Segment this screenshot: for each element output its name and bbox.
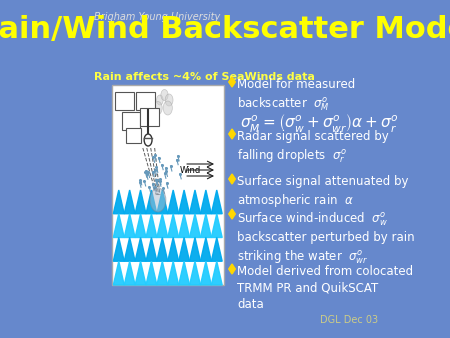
Polygon shape [189,214,200,238]
Text: Rain affects ~4% of SeaWinds data: Rain affects ~4% of SeaWinds data [94,72,315,82]
Polygon shape [113,190,124,214]
Polygon shape [229,129,235,139]
Text: Model derived from colocated
TRMM PR and QuikSCAT
data: Model derived from colocated TRMM PR and… [237,265,414,311]
Circle shape [165,94,173,106]
Polygon shape [212,214,222,238]
Polygon shape [157,190,168,214]
Polygon shape [179,190,189,214]
Circle shape [161,90,168,100]
Polygon shape [189,238,200,261]
Polygon shape [229,174,235,184]
Polygon shape [124,190,135,214]
Text: Radar signal scattered by
falling droplets  $\sigma_r^o$: Radar signal scattered by falling drople… [237,130,389,165]
Polygon shape [135,214,146,238]
Polygon shape [179,238,189,261]
Polygon shape [168,190,179,214]
Polygon shape [168,261,179,285]
Bar [112,85,224,285]
Circle shape [150,188,166,212]
Polygon shape [200,238,212,261]
Polygon shape [124,214,135,238]
Text: Surface wind-induced  $\sigma_w^o$
backscatter perturbed by rain
striking the wa: Surface wind-induced $\sigma_w^o$ backsc… [237,210,415,266]
Text: Wind: Wind [180,166,201,175]
Polygon shape [229,77,235,87]
Polygon shape [168,238,179,261]
Polygon shape [146,261,157,285]
Polygon shape [157,214,168,238]
Text: $\sigma_M^o = \left(\sigma_w^o + \sigma_{wr}^o\right)\alpha + \sigma_r^o$: $\sigma_M^o = \left(\sigma_w^o + \sigma_… [240,112,399,134]
Text: Surface signal attenuated by
atmospheric rain  $\alpha$: Surface signal attenuated by atmospheric… [237,175,409,209]
Bar [122,112,140,130]
Circle shape [144,134,152,146]
Polygon shape [146,214,157,238]
Polygon shape [157,261,168,285]
Polygon shape [135,261,146,285]
Polygon shape [229,209,235,219]
Polygon shape [212,261,222,285]
Bar [126,128,141,143]
Circle shape [153,101,162,115]
Polygon shape [135,190,146,214]
Polygon shape [200,261,212,285]
Polygon shape [124,238,135,261]
Bar [140,108,158,126]
Polygon shape [200,214,212,238]
Text: Rain/Wind Backscatter Model: Rain/Wind Backscatter Model [0,15,450,44]
Circle shape [163,101,172,115]
Polygon shape [189,190,200,214]
Polygon shape [168,214,179,238]
Polygon shape [212,238,222,261]
Polygon shape [113,261,124,285]
Bar [136,92,155,110]
Text: DGL Dec 03: DGL Dec 03 [320,315,378,325]
Text: Model for measured
backscatter  $\sigma_M^o$: Model for measured backscatter $\sigma_M… [237,78,356,113]
Polygon shape [113,238,124,261]
Polygon shape [229,264,235,274]
Polygon shape [157,238,168,261]
Polygon shape [146,238,157,261]
Polygon shape [179,214,189,238]
Polygon shape [113,214,124,238]
Polygon shape [124,261,135,285]
Polygon shape [135,238,146,261]
Text: Brigham Young University: Brigham Young University [94,12,220,22]
Polygon shape [200,190,212,214]
Bar [115,92,134,110]
Polygon shape [146,190,157,214]
Polygon shape [179,261,189,285]
Circle shape [157,95,163,105]
Polygon shape [212,190,222,214]
Polygon shape [189,261,200,285]
